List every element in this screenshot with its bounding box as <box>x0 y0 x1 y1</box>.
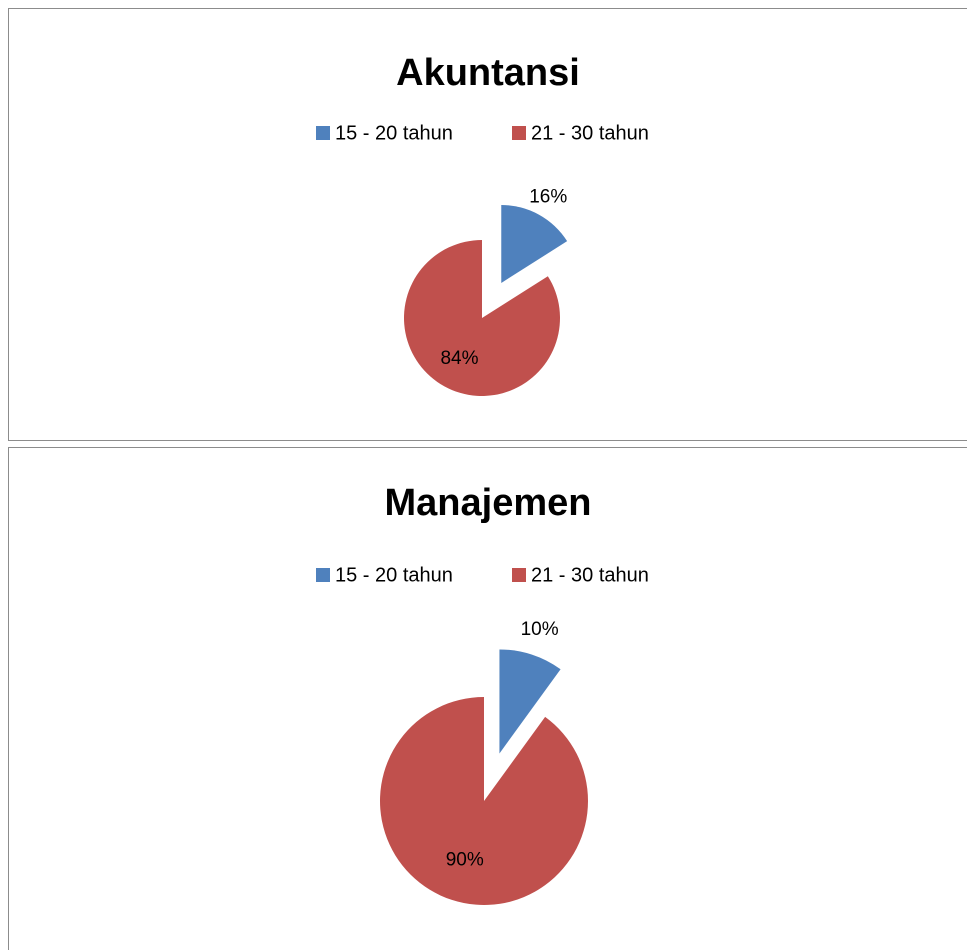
pie-slice <box>499 649 561 754</box>
chart-frame <box>8 447 967 950</box>
legend-label: 15 - 20 tahun <box>335 564 453 586</box>
data-label: 16% <box>529 187 567 208</box>
pie-slice <box>501 204 568 283</box>
chart-title: Manajemen <box>385 482 592 524</box>
legend-swatch <box>512 126 526 140</box>
legend-swatch <box>316 568 330 582</box>
legend-swatch <box>316 126 330 140</box>
legend-swatch <box>512 568 526 582</box>
chart-title: Akuntansi <box>396 52 580 94</box>
pie-slice <box>404 239 561 396</box>
legend-label: 21 - 30 tahun <box>531 122 649 144</box>
data-label: 90% <box>446 849 484 870</box>
pie-slice <box>379 697 588 905</box>
legend-label: 21 - 30 tahun <box>531 564 649 586</box>
chart-frame <box>8 8 967 441</box>
data-label: 10% <box>521 619 559 640</box>
legend-label: 15 - 20 tahun <box>335 122 453 144</box>
data-label: 84% <box>440 348 478 369</box>
